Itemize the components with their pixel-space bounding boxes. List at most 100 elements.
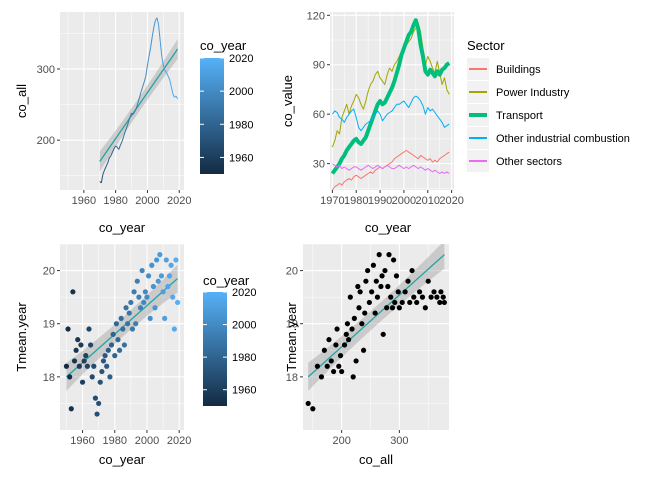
scatter-point: [374, 294, 381, 300]
y-axis-title: co_value: [280, 75, 295, 127]
line-segment: [159, 40, 163, 57]
scatter-point: [91, 363, 97, 369]
line-segment: [170, 86, 174, 94]
scatter-point: [373, 278, 379, 284]
scatter-point: [384, 305, 390, 311]
x-axis-title: co_year: [99, 452, 146, 467]
line-segment: [123, 131, 126, 137]
line-segment: [140, 86, 144, 92]
scatter-point: [369, 289, 375, 295]
scatter-point: [337, 353, 344, 359]
scatter-point: [87, 342, 94, 348]
scatter-point: [399, 299, 405, 306]
x-tick-label: 1970: [320, 195, 344, 207]
line-segment: [148, 47, 152, 57]
scatter-point: [107, 374, 113, 380]
scatter-point: [166, 273, 173, 279]
scatter-point: [139, 267, 145, 274]
line-segment: [151, 27, 155, 38]
scatter-point: [125, 321, 131, 327]
x-axis-title: co_year: [365, 220, 412, 235]
scatter-point: [157, 252, 163, 258]
scatter-point: [343, 331, 349, 337]
scatter-point: [100, 358, 107, 364]
legend-label: Transport: [496, 110, 543, 122]
scatter-point: [160, 289, 166, 295]
scatter-point: [363, 278, 369, 284]
scatter-point: [380, 331, 386, 337]
scatter-point: [96, 400, 102, 407]
y-tick-label: 18: [43, 372, 55, 384]
line-segment: [158, 24, 161, 41]
scatter-point: [431, 289, 437, 295]
scatter-point: [389, 305, 396, 311]
legend-title: Sector: [467, 38, 505, 53]
x-tick-label: 2000: [135, 435, 159, 447]
y-tick-label: 19: [286, 319, 298, 331]
colorbar-label: 1960: [232, 385, 256, 397]
scatter-point: [118, 315, 124, 321]
line-segment: [175, 95, 179, 100]
scatter-point: [131, 289, 137, 295]
trend-line: [307, 254, 445, 378]
x-tick-label: 2000: [135, 195, 159, 207]
scatter-point: [120, 326, 126, 332]
scatter-point: [305, 400, 311, 407]
scatter-point: [145, 273, 152, 279]
scatter-point: [113, 321, 119, 327]
scatter-point: [76, 363, 82, 369]
x-tick-label: 2020: [167, 435, 191, 447]
line-segment: [132, 111, 136, 115]
line-segment: [115, 145, 118, 148]
scatter-point: [388, 294, 394, 300]
scatter-point: [359, 321, 365, 327]
colorbar-label: 1980: [229, 119, 253, 131]
scatter-point: [129, 326, 136, 332]
scatter-point: [341, 342, 348, 348]
scatter-point: [360, 347, 367, 353]
scatter-point: [370, 262, 377, 268]
line-segment: [143, 75, 147, 82]
x-tick-label: 2020: [167, 195, 191, 207]
scatter-point: [437, 299, 443, 306]
scatter-point: [155, 278, 161, 284]
scatter-point: [142, 289, 148, 295]
scatter-point: [152, 305, 158, 311]
scatter-point: [84, 363, 90, 369]
y-axis-title: co_all: [14, 84, 29, 118]
scatter-point: [392, 299, 398, 306]
scatter-point: [94, 411, 100, 417]
scatter-point: [333, 342, 339, 348]
scatter-point: [92, 395, 99, 401]
x-tick-label: 2000: [392, 195, 416, 207]
y-axis-title: Tmean.year: [14, 302, 29, 372]
scatter-point: [330, 368, 337, 375]
colorbar-label: 2000: [229, 86, 253, 98]
scatter-point: [350, 374, 356, 380]
y-tick-label: 60: [313, 109, 325, 121]
x-tick-label: 300: [390, 435, 408, 447]
line-segment: [167, 75, 171, 80]
y-tick-label: 300: [37, 64, 55, 76]
scatter-point: [386, 252, 392, 258]
scatter-point: [425, 278, 431, 284]
line-segment: [124, 127, 128, 132]
scatter-point: [141, 299, 147, 306]
scatter-point: [347, 294, 353, 300]
series-line-other-industrial-combustion: [331, 95, 450, 132]
line-segment: [169, 79, 172, 87]
scatter-point: [318, 374, 325, 380]
scatter-point: [136, 294, 142, 300]
y-tick-label: 90: [313, 60, 325, 72]
colorbar-label: 1960: [229, 152, 253, 164]
line-segment: [153, 20, 156, 28]
y-tick-label: 19: [43, 319, 55, 331]
trend-line: [99, 48, 179, 162]
scatter-point: [441, 299, 447, 306]
scatter-point: [104, 363, 110, 369]
scatter-point: [71, 358, 78, 364]
scatter-point: [416, 289, 423, 295]
line-segment: [126, 122, 129, 128]
scatter-point: [345, 337, 352, 343]
x-tick-label: 2010: [416, 195, 440, 207]
